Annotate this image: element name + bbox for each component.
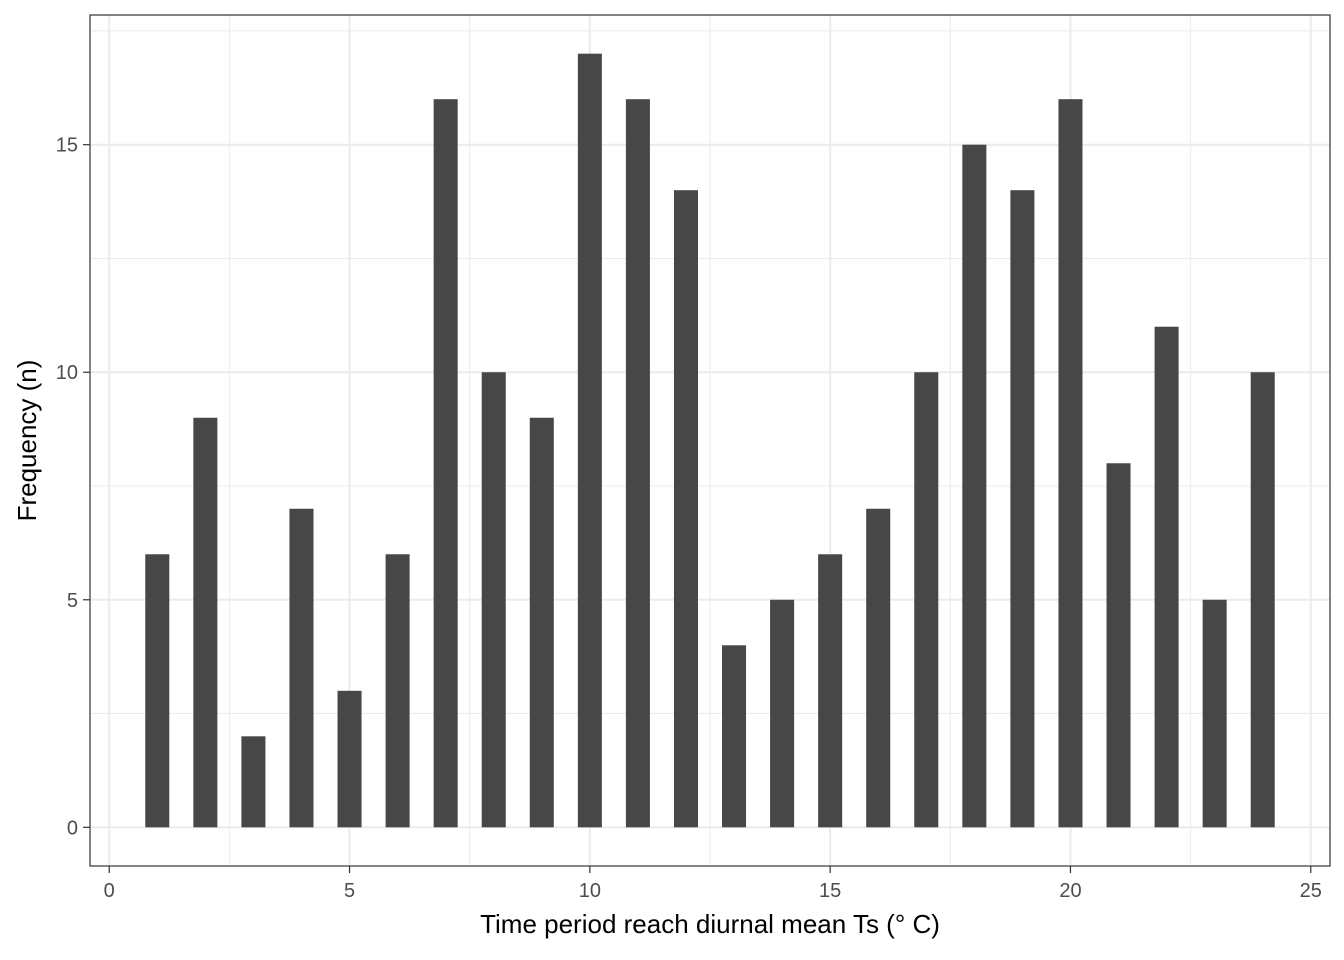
x-axis-ticks: 0 5 10 15 20 25 xyxy=(104,866,1322,902)
bar xyxy=(577,53,602,828)
bar xyxy=(962,144,987,828)
panel-border xyxy=(89,14,1331,867)
bar xyxy=(289,508,314,828)
bar xyxy=(529,417,554,828)
bar xyxy=(193,417,218,828)
bar xyxy=(145,554,170,828)
bar xyxy=(866,508,891,828)
bar xyxy=(1202,599,1227,828)
bar xyxy=(914,372,939,828)
y-tick-label: 10 xyxy=(56,362,78,384)
x-tick-label: 10 xyxy=(579,880,601,902)
bar xyxy=(770,599,795,828)
x-tick-label: 0 xyxy=(104,880,115,902)
x-tick-label: 15 xyxy=(819,880,841,902)
x-axis-title: Time period reach diurnal mean Ts (° C) xyxy=(480,909,940,939)
bar xyxy=(385,554,410,828)
x-tick-label: 25 xyxy=(1300,880,1322,902)
bar xyxy=(1058,99,1083,828)
bar xyxy=(818,554,843,828)
y-tick-label: 0 xyxy=(67,817,78,839)
bar xyxy=(1154,326,1179,828)
bar xyxy=(1106,463,1131,828)
y-tick-label: 15 xyxy=(56,135,78,157)
bar xyxy=(1250,372,1275,828)
bar xyxy=(722,645,747,828)
bar xyxy=(1010,190,1035,828)
y-tick-label: 5 xyxy=(67,590,78,612)
y-axis-ticks: 0 5 10 15 xyxy=(56,135,90,839)
bar xyxy=(241,736,266,828)
bar xyxy=(433,99,458,828)
bar xyxy=(481,372,506,828)
x-tick-label: 20 xyxy=(1059,880,1081,902)
bar xyxy=(625,99,650,828)
y-axis-title: Frequency (n) xyxy=(12,360,42,522)
bar xyxy=(337,690,362,828)
bar xyxy=(673,190,698,828)
bars xyxy=(145,53,1275,828)
x-tick-label: 5 xyxy=(344,880,355,902)
